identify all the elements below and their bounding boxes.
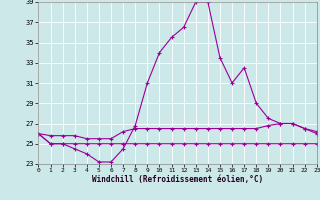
X-axis label: Windchill (Refroidissement éolien,°C): Windchill (Refroidissement éolien,°C) bbox=[92, 175, 263, 184]
